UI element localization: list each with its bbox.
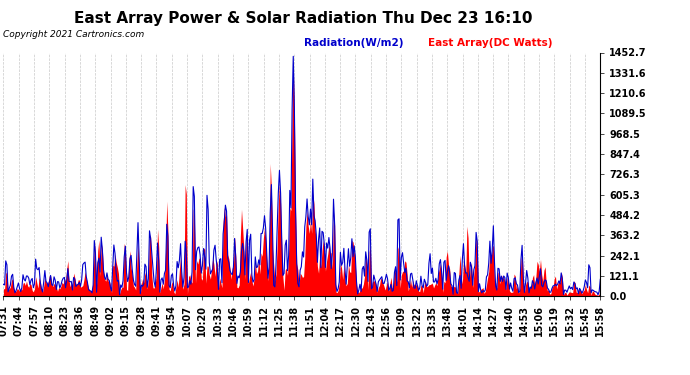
Text: East Array Power & Solar Radiation Thu Dec 23 16:10: East Array Power & Solar Radiation Thu D… (75, 11, 533, 26)
Text: Radiation(W/m2): Radiation(W/m2) (304, 38, 403, 48)
Text: Copyright 2021 Cartronics.com: Copyright 2021 Cartronics.com (3, 30, 145, 39)
Text: East Array(DC Watts): East Array(DC Watts) (428, 38, 552, 48)
